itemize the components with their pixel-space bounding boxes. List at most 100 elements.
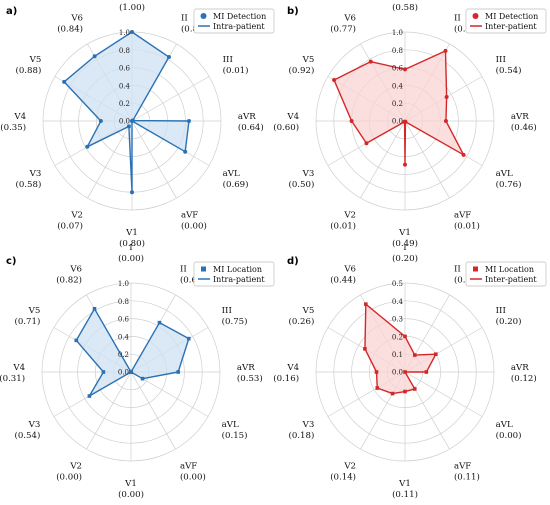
axis-label-aVF: aVF bbox=[180, 462, 197, 472]
value-label-aVL: (0.69) bbox=[223, 179, 249, 190]
data-point-V5 bbox=[363, 347, 367, 351]
axis-spoke bbox=[404, 371, 483, 417]
value-label-V3: (0.54) bbox=[14, 430, 40, 441]
data-point-V6 bbox=[368, 59, 373, 64]
axis-label-aVL: aVL bbox=[496, 169, 513, 179]
value-label-V6: (0.84) bbox=[57, 23, 83, 34]
axis-label-V6: V6 bbox=[69, 264, 82, 274]
data-point-V2 bbox=[126, 124, 131, 129]
radial-tick-label: 0.6 bbox=[392, 65, 404, 73]
value-label-aVF: (0.01) bbox=[454, 221, 480, 232]
radial-tick-label: 0.2 bbox=[118, 351, 129, 359]
axis-label-III: III bbox=[496, 55, 506, 65]
data-point-III bbox=[187, 336, 191, 341]
value-label-III: (0.01) bbox=[223, 65, 249, 76]
value-label-V1: (0.80) bbox=[119, 238, 145, 249]
value-label-I: (0.58) bbox=[392, 2, 418, 13]
axis-label-aVL: aVL bbox=[222, 420, 239, 430]
value-label-V1: (0.49) bbox=[392, 238, 418, 249]
axis-label-V1: V1 bbox=[398, 479, 411, 489]
value-label-V6: (0.82) bbox=[56, 274, 82, 285]
radar-panel-4: 0.10.20.30.40.50.0I(0.20)II(0.11)III(0.2… bbox=[273, 243, 547, 500]
radar-panel-1: 0.20.40.60.81.00.0I(1.00)II(0.83)III(0.0… bbox=[0, 0, 275, 249]
data-point-V2 bbox=[402, 119, 407, 124]
data-point-aVR bbox=[176, 370, 180, 374]
data-point-V3 bbox=[375, 386, 380, 390]
radial-tick-label: 0.4 bbox=[118, 333, 130, 341]
axis-label-V2: V2 bbox=[343, 462, 356, 472]
axis-label-V2: V2 bbox=[343, 211, 356, 221]
axis-label-III: III bbox=[223, 55, 233, 65]
value-label-aVF: (0.11) bbox=[454, 472, 480, 483]
axis-label-aVR: aVR bbox=[237, 363, 255, 373]
data-point-V3 bbox=[87, 394, 92, 398]
value-label-aVR: (0.64) bbox=[238, 122, 264, 133]
value-label-V3: (0.50) bbox=[288, 179, 314, 190]
axis-label-aVF: aVF bbox=[454, 462, 471, 472]
data-point-V5 bbox=[332, 78, 337, 83]
value-label-V4: (0.16) bbox=[273, 373, 299, 384]
data-point-aVL bbox=[461, 152, 466, 157]
data-point-III bbox=[444, 94, 449, 99]
data-point-I bbox=[403, 67, 407, 72]
value-label-V2: (0.00) bbox=[56, 472, 82, 483]
data-point-V6 bbox=[92, 54, 97, 59]
data-point-aVL bbox=[140, 376, 145, 381]
data-point-V6 bbox=[92, 306, 97, 311]
data-point-aVR bbox=[186, 119, 191, 123]
axis-label-aVL: aVL bbox=[496, 420, 513, 430]
legend-marker-icon bbox=[473, 266, 478, 272]
legend-marker-label: MI Detection bbox=[213, 12, 266, 21]
axis-label-V6: V6 bbox=[343, 13, 356, 23]
panel-label: c) bbox=[6, 256, 17, 267]
legend-marker-label: MI Location bbox=[213, 265, 262, 274]
data-point-aVF bbox=[130, 119, 134, 123]
axis-spoke bbox=[86, 371, 132, 450]
radial-tick-label: 0.6 bbox=[118, 316, 130, 324]
data-point-V6 bbox=[364, 302, 368, 306]
value-label-aVL: (0.15) bbox=[222, 430, 248, 441]
data-point-II bbox=[412, 353, 417, 357]
value-label-III: (0.75) bbox=[222, 316, 248, 327]
radar-panel-3: 0.20.40.60.81.00.0I(0.00)II(0.64)III(0.7… bbox=[0, 243, 275, 500]
series-area bbox=[75, 308, 190, 397]
radial-tick-label: 0.5 bbox=[392, 280, 403, 288]
panel-label: b) bbox=[287, 6, 299, 17]
axis-label-I: I bbox=[129, 243, 132, 253]
value-label-III: (0.54) bbox=[496, 65, 522, 76]
value-label-V5: (0.71) bbox=[14, 316, 40, 327]
radial-tick-label: 0.8 bbox=[392, 47, 403, 55]
radial-tick-zero: 0.0 bbox=[118, 369, 129, 377]
legend-marker-label: MI Location bbox=[485, 265, 534, 274]
legend-box bbox=[465, 261, 547, 287]
axis-label-V6: V6 bbox=[343, 264, 356, 274]
data-point-II bbox=[157, 320, 162, 325]
value-label-V3: (0.18) bbox=[288, 430, 314, 441]
axis-label-aVF: aVF bbox=[454, 211, 471, 221]
data-point-V1 bbox=[403, 389, 407, 394]
data-point-aVL bbox=[183, 149, 188, 154]
axis-label-II: II bbox=[180, 264, 187, 274]
data-point-V4 bbox=[349, 119, 354, 123]
data-point-aVR bbox=[424, 370, 429, 374]
legend-line-label: Intra-patient bbox=[213, 275, 265, 284]
data-point-aVR bbox=[443, 119, 448, 123]
radial-tick-label: 1.0 bbox=[118, 280, 129, 288]
radial-tick-label: 0.8 bbox=[119, 47, 130, 55]
radial-tick-label: 0.4 bbox=[119, 82, 131, 90]
axis-label-III: III bbox=[222, 306, 232, 316]
axis-label-V3: V3 bbox=[302, 420, 315, 430]
axis-label-aVR: aVR bbox=[511, 363, 529, 373]
legend-marker-label: MI Detection bbox=[485, 12, 538, 21]
axis-label-V3: V3 bbox=[28, 420, 41, 430]
data-point-V2 bbox=[390, 391, 395, 396]
axis-label-V4: V4 bbox=[286, 112, 299, 122]
axis-spoke bbox=[404, 120, 450, 199]
axis-label-V2: V2 bbox=[69, 462, 82, 472]
data-point-II bbox=[166, 55, 171, 60]
axis-label-aVR: aVR bbox=[238, 112, 256, 122]
